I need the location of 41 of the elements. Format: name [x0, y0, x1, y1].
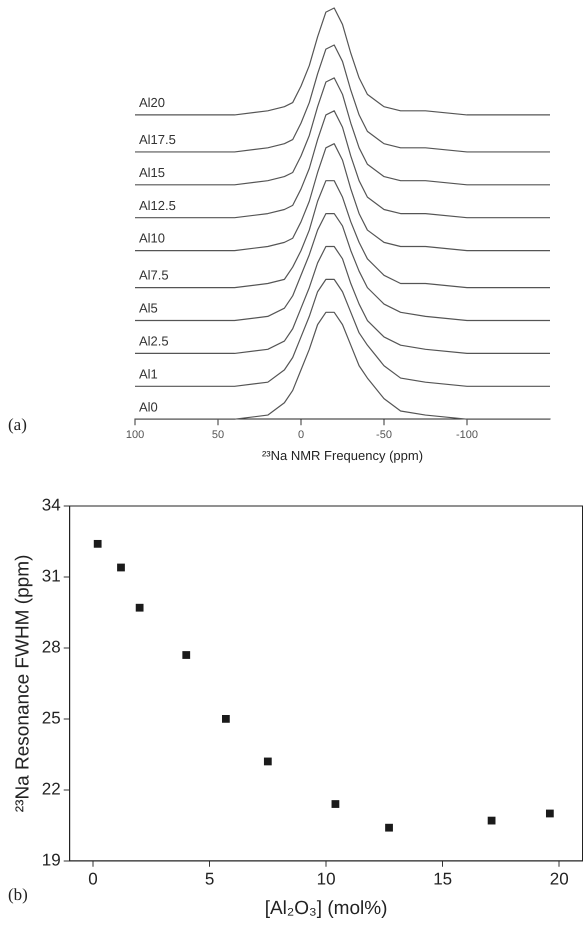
point [182, 651, 190, 659]
y-tick-label: 31 [42, 566, 61, 586]
x-tick-label: 15 [433, 870, 452, 889]
x-tick-label: 0 [298, 428, 304, 441]
point [222, 714, 230, 723]
x-tick-label: 10 [316, 870, 336, 889]
series-label: Al12.5 [139, 198, 176, 213]
point [332, 800, 340, 808]
series-label: Al2.5 [139, 333, 169, 348]
y-tick-label: 19 [42, 850, 61, 870]
x-tick-label: -100 [456, 428, 478, 441]
x-tick-label: 0 [88, 870, 98, 889]
series-label: Al0 [139, 399, 158, 414]
text: (a) [8, 415, 27, 435]
point [546, 810, 554, 818]
point [94, 540, 102, 548]
x-tick-label: -50 [376, 428, 392, 441]
x-axis-title: ²³Na NMR Frequency (ppm) [262, 448, 424, 463]
point [136, 604, 144, 612]
x-tick-label: 5 [204, 870, 214, 889]
series-label: Al1 [139, 366, 158, 382]
point [488, 816, 496, 824]
y-axis-title: ²³Na Resonance FWHM (ppm) [12, 554, 34, 812]
y-tick-label: 34 [42, 496, 61, 515]
series-label: Al15 [139, 164, 166, 180]
point [264, 758, 272, 766]
text: (b) [8, 885, 28, 905]
series-label: Al17.5 [139, 132, 176, 147]
series-label: Al5 [139, 300, 158, 316]
x-tick-label: 100 [126, 428, 144, 441]
point [385, 824, 393, 832]
x-axis-title: [Al₂O₃] (mol%) [264, 898, 388, 919]
y-tick-label: 28 [42, 638, 61, 657]
y-tick-label: 22 [42, 780, 61, 799]
series-label: Al7.5 [139, 268, 169, 283]
point [117, 564, 125, 572]
y-tick-label: 25 [42, 708, 61, 728]
series-label: Al20 [139, 94, 166, 110]
series-label: Al10 [139, 230, 166, 246]
x-tick-label: 50 [212, 428, 224, 441]
x-tick-label: 20 [550, 870, 569, 889]
